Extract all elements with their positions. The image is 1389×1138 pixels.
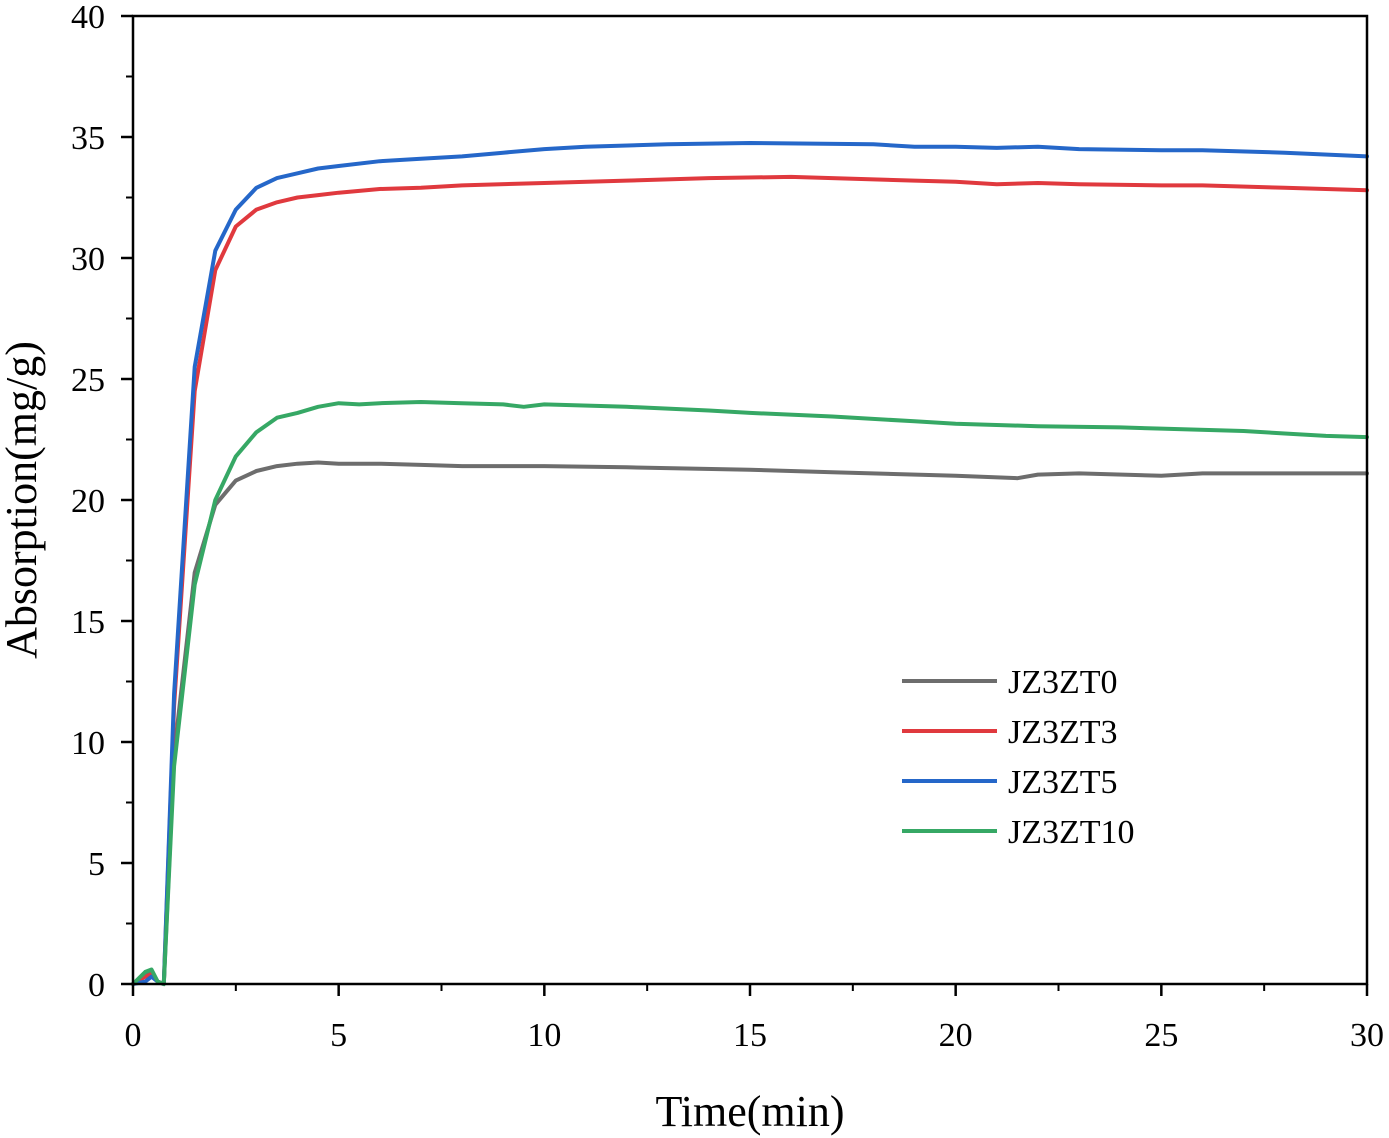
legend-label-jz3zt3: JZ3ZT3 xyxy=(1008,714,1118,751)
ticks-layer: 0 5 10 15 20 25 30 0 5 10 15 20 25 30 35 40 xyxy=(71,0,1384,1054)
y-tick-label: 40 xyxy=(71,0,105,36)
series-line-jz3zt0 xyxy=(131,460,1369,986)
x-tick-label: 20 xyxy=(939,1017,973,1054)
plot-frame xyxy=(131,14,1369,986)
y-tick-label: 20 xyxy=(71,483,105,520)
x-axis-title: Time(min) xyxy=(655,1087,844,1136)
legend-label-jz3zt5: JZ3ZT5 xyxy=(1008,764,1118,801)
x-tick-label: 5 xyxy=(330,1017,347,1054)
legend-label-jz3zt10: JZ3ZT10 xyxy=(1008,814,1135,851)
y-tick-label: 15 xyxy=(71,604,105,641)
x-tick-label: 30 xyxy=(1350,1017,1384,1054)
y-tick-label: 25 xyxy=(71,362,105,399)
x-tick-label: 10 xyxy=(527,1017,561,1054)
series-line-jz3zt5 xyxy=(131,141,1369,986)
series-line-jz3zt3 xyxy=(131,174,1369,986)
y-tick-label: 30 xyxy=(71,241,105,278)
x-tick-label: 15 xyxy=(733,1017,767,1054)
x-tick-label: 0 xyxy=(125,1017,142,1054)
y-tick-label: 5 xyxy=(88,846,105,883)
y-tick-label: 0 xyxy=(88,967,105,1004)
x-tick-label: 25 xyxy=(1144,1017,1178,1054)
y-tick-label: 35 xyxy=(71,120,105,157)
legend: JZ3ZT0 JZ3ZT3 JZ3ZT5 JZ3ZT10 xyxy=(902,664,1135,851)
y-axis-title: Absorption(mg/g) xyxy=(0,341,46,659)
series-layer xyxy=(131,141,1369,986)
y-tick-label: 10 xyxy=(71,725,105,762)
series-line-jz3zt10 xyxy=(131,400,1369,986)
legend-label-jz3zt0: JZ3ZT0 xyxy=(1008,664,1118,701)
